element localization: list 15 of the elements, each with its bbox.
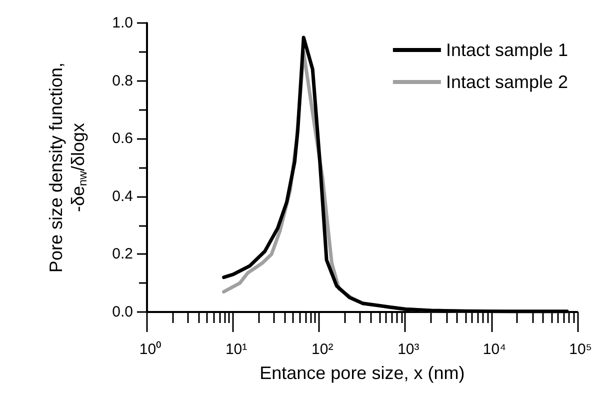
legend-label: Intact sample 2	[446, 72, 568, 92]
x-tick-label: 10⁵	[569, 341, 592, 358]
y-tick-label: 1.0	[112, 14, 133, 32]
x-tick-label: 10³	[398, 341, 420, 358]
y-tick-label: 0.6	[112, 130, 133, 148]
y-tick-label: 0.8	[112, 72, 133, 90]
legend-label: Intact sample 1	[446, 40, 568, 60]
x-axis-title: Entance pore size, x (nm)	[260, 363, 465, 383]
x-tick-label: 10²	[312, 341, 334, 358]
y-tick-label: 0.0	[112, 304, 133, 320]
y-tick-label: 0.2	[112, 246, 133, 263]
x-tick-label: 10⁰	[139, 341, 162, 358]
y-tick-label: 0.4	[112, 188, 133, 205]
x-tick-label: 10⁴	[482, 341, 506, 358]
x-tick-label: 10¹	[225, 341, 248, 358]
